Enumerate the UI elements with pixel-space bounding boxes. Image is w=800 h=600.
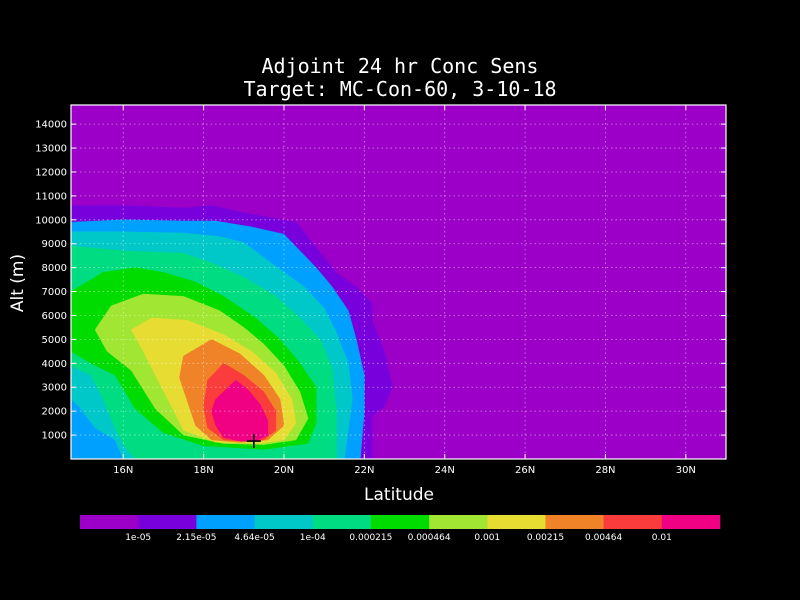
chart-subtitle: Target: MC-Con-60, 3-10-18 (243, 77, 556, 101)
y-tick-label-13: 14000 (35, 120, 67, 131)
plot-frame (70, 104, 727, 460)
y-tick-label-12: 13000 (35, 144, 67, 155)
y-tick-label-4: 5000 (42, 335, 67, 346)
colorbar-swatch-8 (545, 515, 604, 529)
x-axis-ticks: 16N 18N 20N 22N 24N 26N 28N 30N (113, 105, 696, 476)
colorbar-label-2: 4.64e-05 (234, 533, 274, 543)
x-tick-label-5: 26N (515, 465, 535, 476)
y-tick-label-1: 2000 (42, 407, 67, 418)
colorbar-label-4: 0.000215 (349, 533, 392, 543)
x-tick-label-0: 16N (113, 465, 133, 476)
colorbar-swatch-0 (80, 515, 139, 529)
y-tick-label-11: 12000 (35, 167, 67, 178)
y-tick-label-9: 10000 (35, 215, 67, 226)
y-axis-title: Alt (m) (8, 254, 28, 312)
y-tick-label-2: 3000 (42, 383, 67, 394)
target-marker (246, 434, 261, 449)
y-tick-label-8: 9000 (42, 239, 67, 250)
x-tick-label-4: 24N (435, 465, 455, 476)
x-tick-label-3: 22N (354, 465, 374, 476)
colorbar-label-3: 1e-04 (300, 533, 326, 543)
colorbar-label-1: 2.15e-05 (176, 533, 216, 543)
x-tick-label-1: 18N (193, 465, 213, 476)
colorbar-swatch-2 (196, 515, 255, 529)
grid-lines (71, 105, 726, 459)
y-tick-label-3: 4000 (42, 359, 67, 370)
colorbar-label-6: 0.001 (474, 533, 500, 543)
colorbar-label-8: 0.00464 (585, 533, 622, 543)
colorbar-label-7: 0.00215 (527, 533, 564, 543)
x-tick-label-6: 28N (595, 465, 615, 476)
colorbar-swatch-1 (138, 515, 197, 529)
y-tick-label-7: 8000 (42, 263, 67, 274)
y-tick-label-6: 7000 (42, 287, 67, 298)
colorbar-swatch-10 (661, 515, 721, 529)
colorbar-label-0: 1e-05 (125, 533, 151, 543)
x-tick-label-2: 20N (274, 465, 294, 476)
x-axis-title: Latitude (364, 485, 434, 505)
colorbar-label-9: 0.01 (652, 533, 672, 543)
colorbar-swatch-3 (254, 515, 314, 529)
y-tick-label-10: 11000 (35, 191, 67, 202)
colorbar-swatch-9 (603, 515, 663, 529)
colorbar-swatch-5 (370, 515, 430, 529)
target-plus-marker (246, 434, 261, 449)
colorbar-swatch-6 (429, 515, 488, 529)
colorbar-swatch-7 (487, 515, 546, 529)
y-axis-ticks: 1000 2000 3000 4000 5000 6000 7000 8000 9000 1000… (35, 120, 726, 442)
colorbar-swatch-4 (312, 515, 372, 529)
colorbar: 1e-05 2.15e-05 4.64e-05 1e-04 0.000215 0.0004… (80, 515, 721, 543)
x-tick-label-7: 30N (676, 465, 696, 476)
plot-area (70, 104, 727, 460)
chart-title: Adjoint 24 hr Conc Sens (262, 54, 539, 78)
contour-level-10 (211, 379, 269, 442)
y-tick-label-5: 6000 (42, 311, 67, 322)
y-tick-label-0: 1000 (42, 431, 67, 442)
colorbar-label-5: 0.000464 (408, 533, 451, 543)
